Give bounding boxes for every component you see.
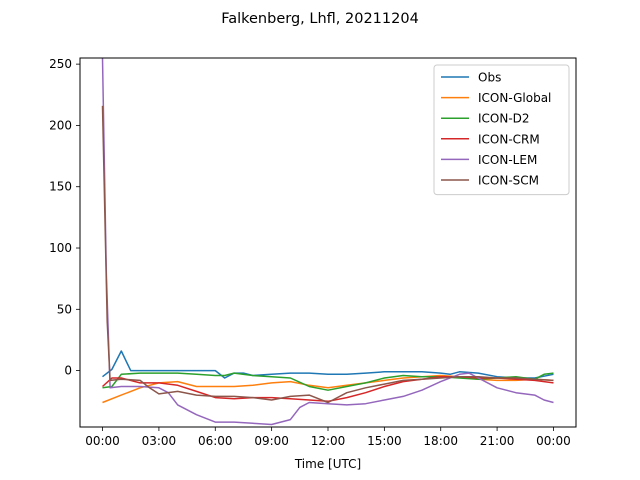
- y-tick-label: 250: [49, 57, 72, 71]
- legend-label-3: ICON-CRM: [478, 132, 540, 146]
- x-tick-label: 09:00: [254, 434, 289, 448]
- legend-label-4: ICON-LEM: [478, 153, 537, 167]
- x-tick-label: 15:00: [367, 434, 402, 448]
- y-tick-label: 0: [64, 364, 72, 378]
- x-tick-label: 12:00: [311, 434, 346, 448]
- series-line-4: [101, 58, 554, 426]
- legend-label-0: Obs: [478, 71, 501, 85]
- x-axis: 00:00 03:00 06:00 09:00 12:00 15:00 18:00 21:00…: [85, 427, 571, 448]
- chart-title: Falkenberg, Lhfl, 20211204: [221, 11, 419, 27]
- series-line-5: [101, 105, 554, 404]
- series-line-3: [101, 375, 554, 403]
- legend: Obs ICON-Global ICON-D2 ICON-CRM ICON-LEM ICO…: [433, 64, 570, 196]
- legend-label-2: ICON-D2: [478, 112, 530, 126]
- y-tick-label: 200: [49, 118, 72, 132]
- y-axis: 0 50 100 150 200 250: [49, 57, 80, 378]
- x-tick-label: 18:00: [423, 434, 458, 448]
- x-tick-label: 03:00: [142, 434, 177, 448]
- series-line-0: [102, 350, 554, 379]
- x-tick-label: 00:00: [85, 434, 120, 448]
- y-tick-label: 150: [49, 180, 72, 194]
- x-tick-label: 21:00: [480, 434, 515, 448]
- y-tick-label: 100: [49, 241, 72, 255]
- y-tick-label: 50: [57, 302, 72, 316]
- x-tick-label: 00:00: [536, 434, 571, 448]
- series-layer: [101, 58, 554, 426]
- legend-label-1: ICON-Global: [478, 91, 551, 105]
- x-axis-label: Time [UTC]: [294, 457, 361, 471]
- series-line-1: [102, 374, 554, 404]
- x-tick-label: 06:00: [198, 434, 233, 448]
- legend-label-5: ICON-SCM: [478, 174, 539, 188]
